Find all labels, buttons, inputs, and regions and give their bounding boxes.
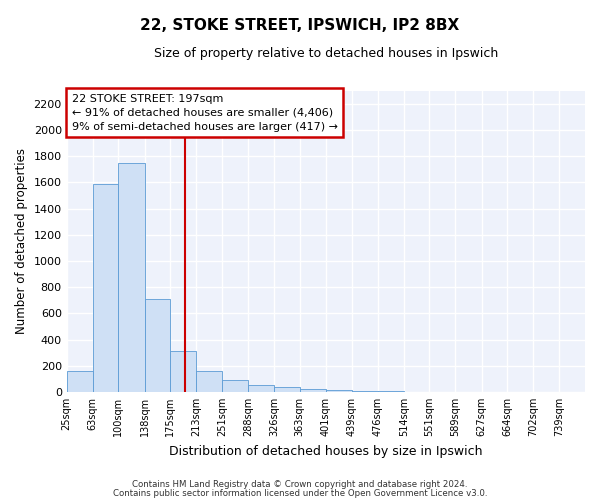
Bar: [274, 388, 299, 392]
Bar: [248, 384, 274, 392]
Bar: [93, 184, 118, 392]
Bar: [118, 163, 145, 392]
X-axis label: Distribution of detached houses by size in Ipswich: Distribution of detached houses by size …: [169, 444, 482, 458]
Text: Contains HM Land Registry data © Crown copyright and database right 2024.: Contains HM Land Registry data © Crown c…: [132, 480, 468, 489]
Bar: [170, 352, 196, 392]
Text: 22, STOKE STREET, IPSWICH, IP2 8BX: 22, STOKE STREET, IPSWICH, IP2 8BX: [140, 18, 460, 32]
Bar: [223, 380, 248, 392]
Bar: [67, 371, 93, 392]
Y-axis label: Number of detached properties: Number of detached properties: [15, 148, 28, 334]
Title: Size of property relative to detached houses in Ipswich: Size of property relative to detached ho…: [154, 48, 498, 60]
Text: Contains public sector information licensed under the Open Government Licence v3: Contains public sector information licen…: [113, 489, 487, 498]
Bar: [145, 299, 170, 392]
Text: 22 STOKE STREET: 197sqm
← 91% of detached houses are smaller (4,406)
9% of semi-: 22 STOKE STREET: 197sqm ← 91% of detache…: [72, 94, 338, 132]
Bar: [299, 388, 326, 392]
Bar: [196, 371, 223, 392]
Bar: [326, 390, 352, 392]
